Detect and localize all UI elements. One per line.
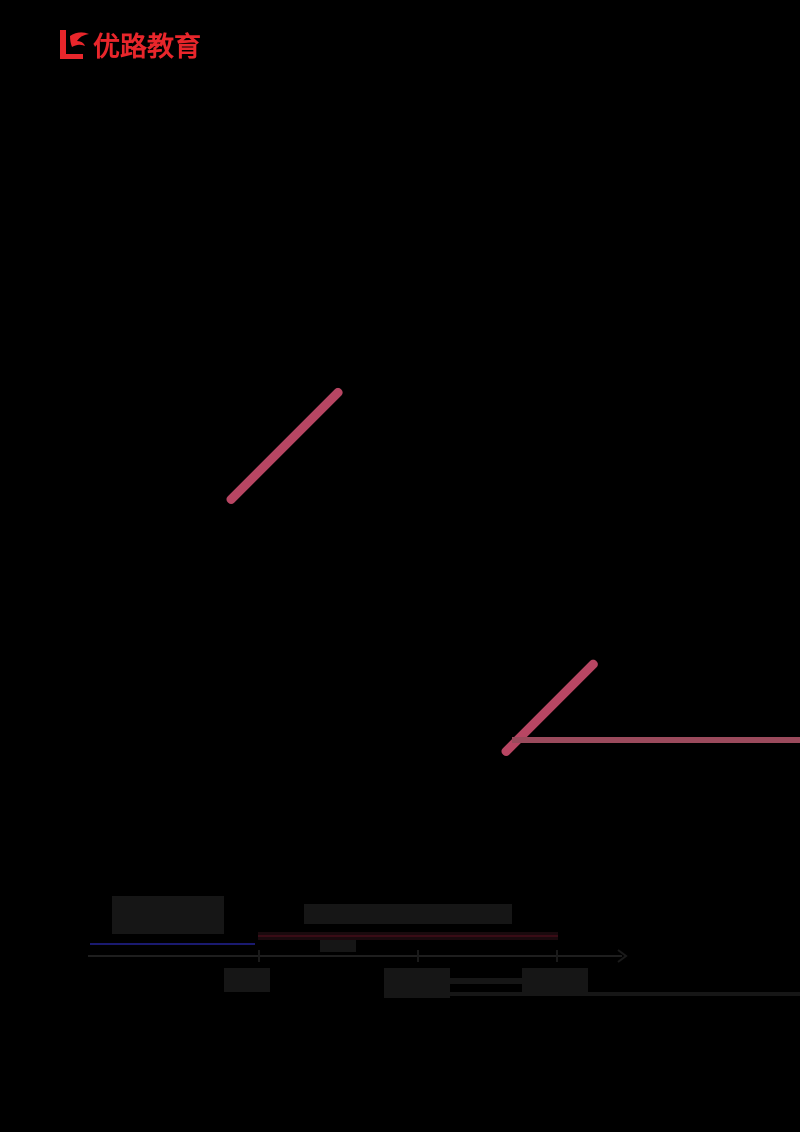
brand-logo: 优路教育	[57, 24, 201, 64]
timeline-tick-label	[384, 968, 450, 998]
logo-text: 优路教育	[93, 31, 201, 63]
horizontal-rule	[512, 737, 800, 743]
timeline-connector	[450, 978, 522, 984]
timeline-tick	[417, 950, 419, 962]
logo-mark-icon	[60, 30, 89, 59]
timeline-segment-label	[112, 896, 224, 934]
timeline-span-label	[304, 904, 512, 924]
timeline-tick-label	[224, 968, 270, 992]
timeline-tick	[556, 950, 558, 962]
timeline-baseline	[450, 992, 800, 996]
timeline-tick-label	[522, 968, 588, 992]
timeline-first-segment	[90, 943, 255, 945]
timeline-tick	[258, 950, 260, 962]
arrow-right-icon	[617, 949, 628, 963]
timeline-span-line	[258, 935, 558, 937]
timeline-subspan-label	[320, 940, 356, 952]
diagonal-watermark	[224, 386, 345, 506]
timeline-axis	[88, 955, 622, 957]
